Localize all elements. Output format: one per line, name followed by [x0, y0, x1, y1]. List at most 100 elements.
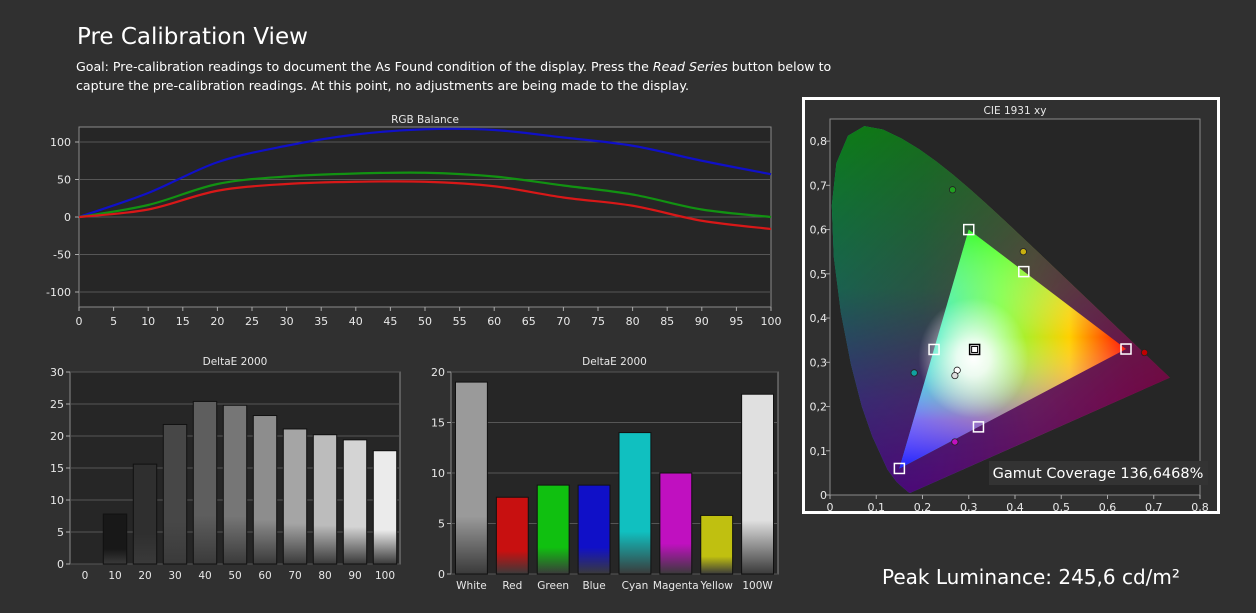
- x-tick-label: 20: [138, 570, 151, 582]
- x-tick-label: Cyan: [622, 580, 649, 592]
- peak-luminance: Peak Luminance: 245,6 cd/m²: [882, 565, 1180, 589]
- x-tick-label: Magenta: [653, 580, 699, 592]
- y-tick-label: 10: [50, 494, 64, 507]
- gamut-coverage-box: [989, 461, 1208, 485]
- x-tick-label: 70: [288, 570, 301, 582]
- x-tick-label: 10: [108, 570, 121, 582]
- rgb-balance-chart: RGB Balance 100 50 0 -50 -100 0 5 10 15 20 25 30 35 40…: [46, 114, 782, 328]
- x-tick-label: 95: [729, 315, 743, 328]
- series-line-2: [78, 180, 772, 231]
- gamut-coverage-label: Gamut Coverage 136,6468%: [993, 466, 1204, 482]
- target-square: [893, 462, 906, 475]
- y-tick-label: 0,3: [810, 356, 828, 369]
- bar-50: [222, 404, 248, 565]
- x-tick-label: 10: [141, 315, 155, 328]
- x-tick-label: 30: [280, 315, 294, 328]
- gamut-triangle: [899, 229, 1126, 469]
- x-tick-label: 0,5: [1053, 501, 1071, 511]
- y-tick-label: 0: [820, 489, 827, 502]
- y-tick-label: 0,2: [810, 401, 828, 414]
- goal-text: Goal: Pre-calibration readings to docume…: [76, 57, 846, 95]
- chart-title: CIE 1931 xy: [984, 105, 1047, 117]
- bar-20: [132, 463, 158, 565]
- y-tick-label: 20: [50, 430, 64, 443]
- target-square: [972, 421, 985, 433]
- x-tick-label: 60: [487, 315, 501, 328]
- y-tick-label: 100: [50, 136, 71, 149]
- x-tick-label: 0,1: [868, 501, 886, 511]
- y-tick-label: 30: [50, 366, 64, 379]
- y-tick-label: 5: [438, 518, 445, 531]
- chart-title: RGB Balance: [391, 114, 459, 126]
- y-tick-label: -100: [46, 286, 71, 299]
- x-tick-label: 55: [453, 315, 467, 328]
- x-tick-label: 15: [176, 315, 190, 328]
- bar-magenta: [659, 472, 693, 575]
- measured-point: [1140, 348, 1149, 357]
- deltae-colors-chart: DeltaE 2000 0 5 10 15 20 White Red Green Blue Cyan…: [431, 356, 779, 592]
- goal-prefix: Goal: Pre-calibration readings to docume…: [76, 59, 653, 74]
- bar-cyan: [618, 432, 652, 575]
- bar-80: [312, 434, 338, 565]
- target-square-inner: [971, 345, 979, 353]
- bar-90: [342, 439, 368, 565]
- x-tick-label: 70: [556, 315, 570, 328]
- x-tick-label: 60: [258, 570, 271, 582]
- y-tick-label: 0: [64, 211, 71, 224]
- bar-yellow: [700, 514, 734, 575]
- y-tick-label: 0: [57, 558, 64, 571]
- target-square: [1120, 343, 1132, 355]
- goal-suffix: button below to capture the pre-calibrat…: [76, 59, 832, 93]
- bar-red: [495, 496, 529, 575]
- bar-10: [102, 513, 128, 565]
- y-tick-label: 15: [50, 462, 64, 475]
- bar-40: [192, 400, 218, 565]
- x-tick-label: 100W: [742, 580, 773, 592]
- x-tick-label: 50: [228, 570, 241, 582]
- y-tick-label: 50: [57, 174, 71, 187]
- x-tick-label: 50: [418, 315, 432, 328]
- y-tick-label: -50: [53, 249, 71, 262]
- x-tick-label: 5: [110, 315, 117, 328]
- measured-point: [1019, 248, 1027, 256]
- page-title: Pre Calibration View: [77, 24, 308, 50]
- chart-title: DeltaE 2000: [203, 356, 268, 368]
- x-tick-label: 0,4: [1006, 501, 1024, 511]
- x-tick-label: 0,8: [1191, 501, 1209, 511]
- x-tick-label: 35: [314, 315, 328, 328]
- y-tick-label: 0,5: [810, 268, 828, 281]
- y-tick-label: 10: [431, 467, 445, 480]
- measured-point: [951, 371, 959, 380]
- y-tick-label: 0: [438, 568, 445, 581]
- x-tick-label: 45: [383, 315, 397, 328]
- x-tick-label: 0,3: [960, 501, 978, 511]
- cie-1931-chart: CIE 1931 xy 0 0,1 0,2 0,3 0,4 0,5 0,6 0,7 0,8 0 0,1…: [810, 105, 1209, 511]
- goal-button-name: Read Series: [652, 59, 728, 74]
- y-tick-label: 15: [431, 417, 445, 430]
- x-tick-label: 40: [198, 570, 211, 582]
- y-tick-label: 25: [50, 398, 64, 411]
- bar-white: [454, 381, 488, 575]
- y-tick-label: 0,1: [810, 445, 828, 458]
- x-tick-label: 100: [375, 570, 395, 582]
- y-tick-label: 20: [431, 366, 445, 379]
- x-tick-label: 100: [761, 315, 782, 328]
- x-tick-label: 80: [318, 570, 331, 582]
- x-tick-label: Green: [537, 580, 569, 592]
- y-tick-label: 0,4: [810, 312, 828, 325]
- measured-point: [910, 369, 918, 377]
- x-tick-label: 0,7: [1145, 501, 1163, 511]
- x-tick-label: 75: [591, 315, 605, 328]
- x-tick-label: 0,2: [914, 501, 932, 511]
- series-line-1: [78, 171, 772, 219]
- chart-title: DeltaE 2000: [582, 356, 647, 368]
- x-tick-label: 25: [245, 315, 259, 328]
- x-tick-label: 0: [76, 315, 83, 328]
- bar-100w: [741, 393, 775, 575]
- white-point-glow: [918, 297, 1029, 418]
- x-tick-label: 90: [348, 570, 361, 582]
- y-tick-label: 0,6: [810, 224, 828, 237]
- x-tick-label: 80: [626, 315, 640, 328]
- y-tick-label: 0,7: [810, 179, 828, 192]
- x-tick-label: 40: [349, 315, 363, 328]
